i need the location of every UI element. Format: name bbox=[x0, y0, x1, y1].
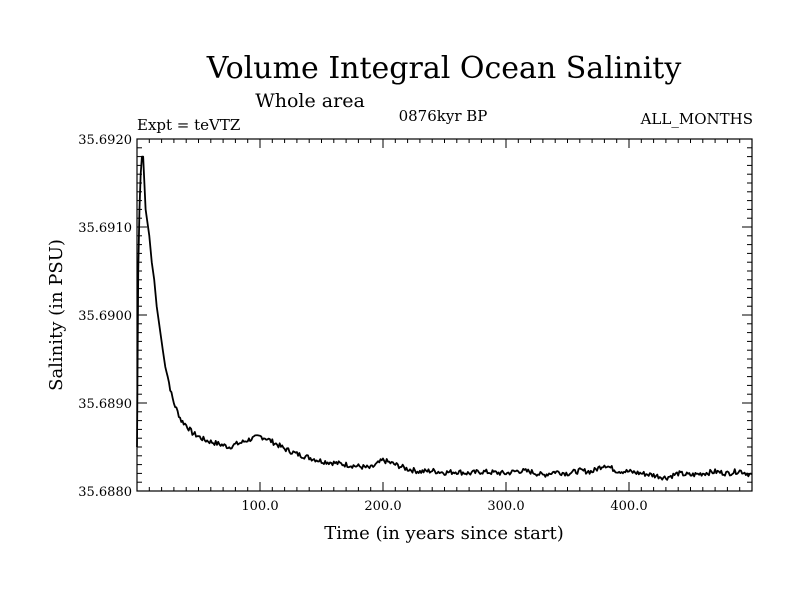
x-tick-label: 300.0 bbox=[487, 499, 524, 514]
salinity-series-line bbox=[136, 155, 753, 481]
months-label: ALL_MONTHS bbox=[640, 110, 753, 128]
chart-title: Volume Integral Ocean Salinity bbox=[206, 51, 682, 86]
y-tick-label: 35.6880 bbox=[78, 485, 132, 500]
y-tick-label: 35.6920 bbox=[78, 133, 132, 148]
y-tick-labels: 35.6880 35.6890 35.6900 35.6910 35.6920 bbox=[78, 133, 132, 500]
y-tick-label: 35.6900 bbox=[78, 309, 132, 324]
x-tick-labels: 100.0 200.0 300.0 400.0 bbox=[241, 499, 647, 514]
x-axis-label: Time (in years since start) bbox=[324, 523, 564, 544]
minor-ticks bbox=[137, 139, 752, 491]
major-ticks bbox=[137, 138, 752, 492]
y-axis-label: Salinity (in PSU) bbox=[46, 239, 67, 391]
x-tick-label: 400.0 bbox=[610, 499, 647, 514]
experiment-label: Expt = teVTZ bbox=[137, 116, 240, 134]
plot-frame bbox=[136, 138, 753, 492]
chart-subtitle: Whole area bbox=[255, 90, 365, 112]
x-tick-label: 100.0 bbox=[241, 499, 278, 514]
y-tick-label: 35.6890 bbox=[78, 397, 132, 412]
period-label: 0876kyr BP bbox=[399, 107, 488, 125]
y-tick-label: 35.6910 bbox=[78, 221, 132, 236]
x-tick-label: 200.0 bbox=[364, 499, 401, 514]
